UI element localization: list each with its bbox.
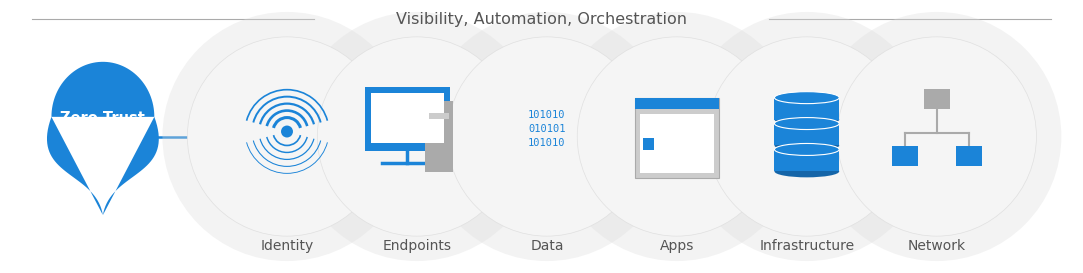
Ellipse shape	[774, 165, 839, 177]
Text: Network: Network	[908, 239, 966, 253]
FancyBboxPatch shape	[365, 87, 449, 152]
FancyBboxPatch shape	[774, 98, 839, 120]
FancyBboxPatch shape	[955, 146, 981, 166]
FancyBboxPatch shape	[774, 149, 839, 171]
Text: Data: Data	[531, 239, 563, 253]
FancyBboxPatch shape	[425, 101, 453, 172]
FancyBboxPatch shape	[371, 93, 444, 144]
Text: 101010
010101
101010: 101010 010101 101010	[529, 109, 565, 147]
Circle shape	[187, 37, 387, 236]
Circle shape	[447, 37, 647, 236]
Ellipse shape	[774, 92, 839, 104]
Text: Apps: Apps	[660, 239, 694, 253]
Polygon shape	[47, 62, 159, 215]
Circle shape	[317, 37, 517, 236]
Ellipse shape	[774, 118, 839, 129]
Ellipse shape	[774, 144, 839, 155]
FancyBboxPatch shape	[639, 114, 714, 173]
Circle shape	[577, 37, 777, 236]
Ellipse shape	[774, 140, 839, 152]
FancyBboxPatch shape	[642, 138, 654, 150]
Ellipse shape	[162, 12, 412, 261]
Circle shape	[837, 37, 1036, 236]
Text: Endpoints: Endpoints	[382, 239, 452, 253]
Circle shape	[280, 126, 293, 138]
Text: Identity: Identity	[260, 239, 314, 253]
Ellipse shape	[812, 12, 1061, 261]
Ellipse shape	[422, 12, 671, 261]
Ellipse shape	[552, 12, 801, 261]
Ellipse shape	[292, 12, 542, 261]
Circle shape	[707, 37, 906, 236]
FancyBboxPatch shape	[635, 98, 719, 178]
FancyBboxPatch shape	[635, 98, 719, 109]
FancyBboxPatch shape	[892, 146, 918, 166]
FancyBboxPatch shape	[774, 124, 839, 146]
Ellipse shape	[774, 114, 839, 126]
Text: Visibility, Automation, Orchestration: Visibility, Automation, Orchestration	[396, 12, 687, 26]
Text: Zero Trust
Security: Zero Trust Security	[61, 111, 145, 147]
FancyBboxPatch shape	[429, 113, 448, 118]
FancyBboxPatch shape	[924, 89, 950, 109]
Text: Infrastructure: Infrastructure	[759, 239, 854, 253]
Ellipse shape	[682, 12, 931, 261]
